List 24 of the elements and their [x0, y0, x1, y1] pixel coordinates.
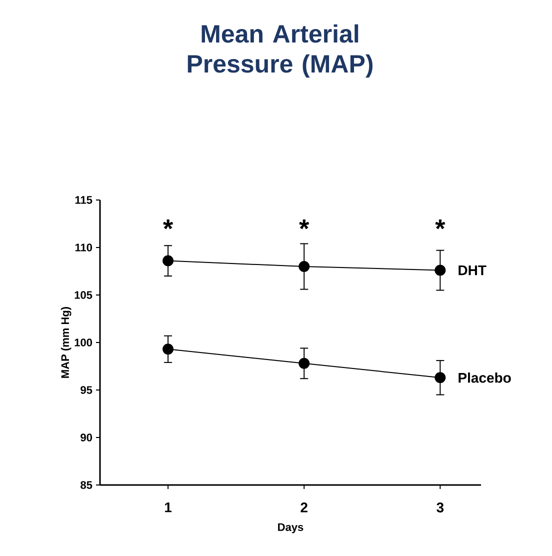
y-axis-title: MAP (mm Hg) [60, 307, 72, 378]
point [434, 372, 446, 384]
x-tick-label: 2 [300, 502, 308, 512]
point [298, 261, 310, 272]
x-axis-title: Days [278, 523, 304, 534]
annotation: * [299, 220, 310, 230]
y-tick-label: 105 [74, 291, 92, 299]
y-tick-label: 110 [75, 244, 92, 252]
series-label: DHT [458, 265, 486, 276]
y-tick-label: 100 [74, 338, 92, 346]
point [298, 358, 310, 369]
y-tick-label: 90 [80, 434, 92, 442]
y-tick-label: 85 [80, 481, 92, 489]
chart-title: Mean Arterial Pressure (MAP) [188, 24, 372, 78]
x-tick-label: 1 [165, 502, 172, 512]
x-tick-label: 3 [436, 502, 444, 512]
point [434, 264, 446, 276]
y-tick-label: 115 [75, 196, 92, 204]
annotation: * [163, 220, 174, 230]
point [162, 344, 174, 355]
y-tick-label: 95 [80, 386, 92, 394]
point [162, 255, 174, 266]
series-label: Placebo [458, 372, 511, 383]
annotation: * [435, 220, 446, 230]
